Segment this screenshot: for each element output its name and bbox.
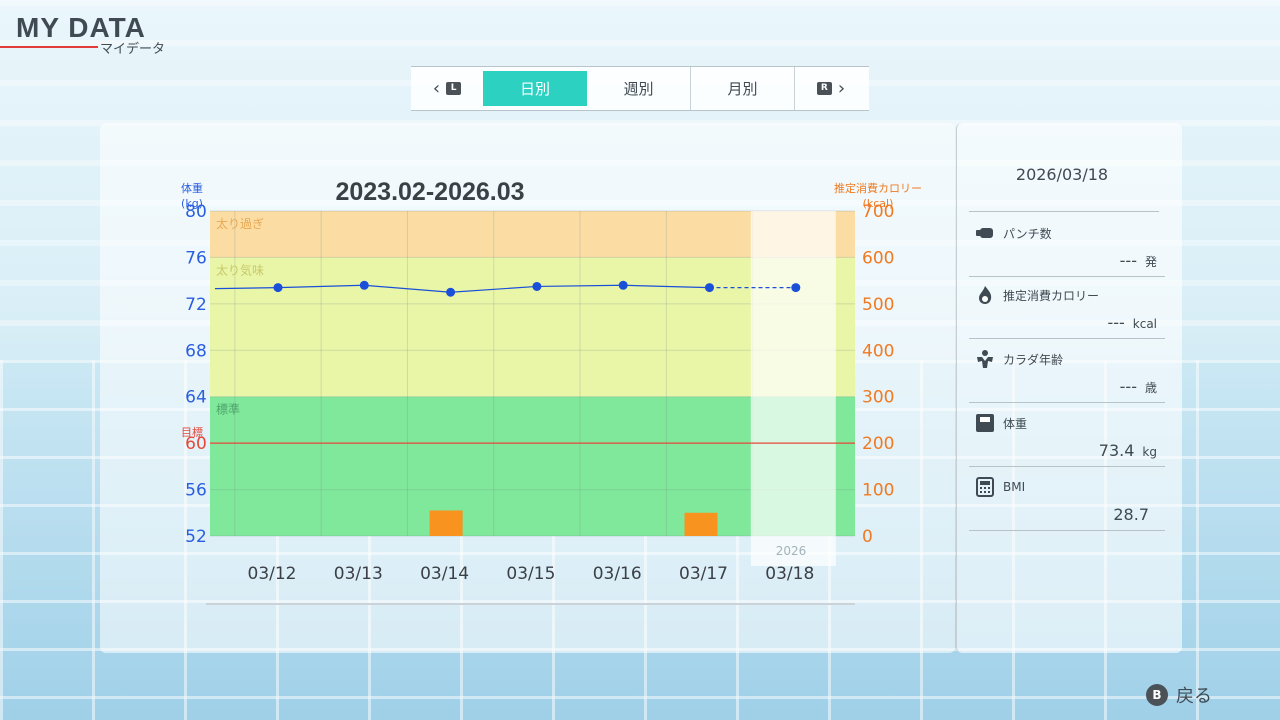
x-axis-tick: 03/12: [248, 564, 297, 584]
weight-unit: kg: [1142, 445, 1157, 459]
right-axis-tick: 700: [862, 202, 894, 222]
right-axis-tick: 100: [862, 481, 894, 501]
body-age-label: カラダ年齢: [1003, 352, 1064, 367]
tab-monthly[interactable]: 月別: [691, 67, 795, 110]
left-axis-tick: 60: [185, 434, 207, 454]
right-axis-tick: 0: [862, 527, 873, 547]
l-key-badge: L: [446, 82, 462, 95]
back-button[interactable]: B 戻る: [1146, 682, 1212, 708]
year-label: 2026: [776, 544, 807, 558]
weight-value: 73.4: [1098, 441, 1135, 460]
x-axis-tick: 03/15: [506, 564, 555, 584]
weight-point: [618, 280, 628, 290]
calorie-bar: [429, 510, 463, 536]
right-axis-tick: 600: [862, 248, 894, 268]
b-key-badge: B: [1146, 684, 1168, 706]
left-axis-label: 体重: [181, 181, 203, 195]
chevron-left-icon: ‹: [432, 78, 441, 99]
right-axis-tick: 300: [862, 388, 894, 408]
target-label: 目標: [181, 425, 203, 439]
zone-label: 太り気味: [216, 262, 264, 277]
x-axis-tick: 03/14: [420, 564, 469, 584]
x-axis-tick: 03/13: [334, 564, 383, 584]
zone-label: 太り過ぎ: [216, 216, 264, 231]
chart-title: 2023.02-2026.03: [335, 178, 524, 206]
x-axis-tick: 03/18: [765, 564, 814, 584]
left-axis-tick: 76: [185, 248, 207, 268]
calorie-bar: [684, 512, 718, 536]
scale-icon: [975, 413, 995, 433]
weight-point: [791, 283, 801, 293]
left-axis-unit: (kg): [181, 197, 203, 210]
punch-count-label: パンチ数: [1003, 226, 1052, 241]
punch-icon: [975, 223, 995, 243]
page-subtitle: マイデータ: [100, 42, 166, 57]
flame-icon: [975, 285, 995, 305]
zone-label: 標準: [216, 402, 240, 417]
x-axis-tick: 03/17: [679, 564, 728, 584]
back-label: 戻る: [1176, 686, 1212, 707]
page-title: MY DATA: [16, 12, 146, 43]
left-axis-tick: 64: [185, 388, 207, 408]
left-axis-tick: 68: [185, 341, 207, 361]
right-axis-label: 推定消費カロリー: [834, 181, 922, 195]
weight-point: [359, 280, 369, 290]
right-axis-tick: 200: [862, 434, 894, 454]
bmi-label: BMI: [1003, 480, 1026, 494]
body-age-row: カラダ年齢 --- 歳: [969, 345, 1165, 403]
tab-weekly[interactable]: 週別: [587, 67, 691, 110]
calorie-value: ---: [1107, 313, 1125, 332]
punch-count-row: パンチ数 --- 発: [969, 219, 1165, 277]
left-axis-tick: 56: [185, 481, 207, 501]
chevron-right-icon: ›: [837, 78, 846, 99]
right-axis-tick: 500: [862, 295, 894, 315]
detail-panel: 2026/03/18 パンチ数 --- 発 推定消費カロリー --- kcal カラ…: [956, 123, 1182, 653]
calorie-unit: kcal: [1132, 317, 1157, 331]
selected-date: 2026/03/18: [1015, 165, 1109, 184]
next-tab-button[interactable]: R ›: [795, 67, 867, 110]
body-age-unit: 歳: [1144, 381, 1157, 395]
weight-label: 体重: [1003, 416, 1028, 431]
right-axis-unit: (kcal): [863, 197, 894, 210]
r-key-badge: R: [816, 82, 832, 95]
zone-band: [210, 211, 855, 258]
tab-daily[interactable]: 日別: [483, 71, 587, 106]
bmi-value: 28.7: [1113, 505, 1149, 524]
punch-count-value: ---: [1119, 251, 1137, 270]
left-axis-tick: 72: [185, 295, 207, 315]
left-axis-tick: 52: [185, 527, 207, 547]
x-axis-tick: 03/16: [593, 564, 642, 584]
zone-band: [210, 396, 855, 536]
calorie-label: 推定消費カロリー: [1003, 288, 1100, 303]
weight-point: [273, 283, 283, 293]
punch-count-unit: 発: [1144, 255, 1157, 269]
title-underline: [0, 46, 98, 48]
detail-divider: [969, 211, 1159, 212]
right-axis-tick: 400: [862, 341, 894, 361]
weight-point: [446, 287, 456, 297]
prev-tab-button[interactable]: ‹ L: [411, 67, 483, 110]
weight-point: [705, 283, 714, 293]
calorie-row: 推定消費カロリー --- kcal: [969, 281, 1165, 339]
weight-point: [532, 281, 542, 291]
muscle-icon: [975, 349, 995, 369]
zone-band: [210, 257, 855, 397]
future-column-highlight: [750, 211, 836, 566]
calculator-icon: [975, 477, 995, 497]
left-axis-tick: 80: [185, 202, 207, 222]
period-tab-bar: ‹ L 日別 週別 月別 R ›: [411, 66, 869, 111]
bmi-row: BMI 28.7: [969, 473, 1165, 531]
weight-row: 体重 73.4 kg: [969, 409, 1165, 467]
body-age-value: ---: [1119, 377, 1137, 396]
